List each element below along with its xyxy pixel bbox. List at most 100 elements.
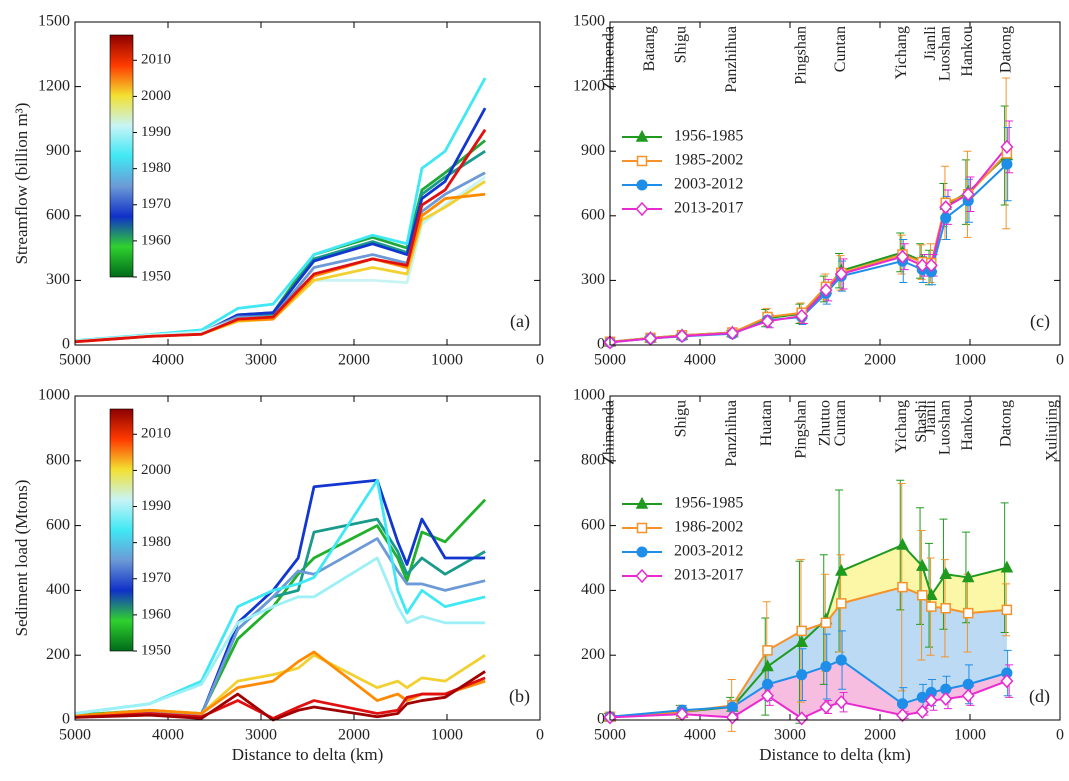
marker bbox=[1000, 674, 1014, 689]
y-tick-label: 1500 bbox=[38, 13, 70, 30]
marker bbox=[1000, 139, 1014, 155]
marker bbox=[834, 695, 848, 710]
marker bbox=[924, 693, 938, 708]
marker bbox=[835, 563, 848, 576]
y-tick-label: 200 bbox=[46, 646, 70, 663]
x-tick-label: 1000 bbox=[431, 352, 463, 369]
x-tick-label: 1000 bbox=[954, 727, 986, 744]
x-tick-label: 5000 bbox=[594, 727, 626, 744]
marker bbox=[760, 314, 775, 329]
x-tick-label: 1000 bbox=[954, 352, 986, 369]
station-label: Zhimenda bbox=[601, 400, 618, 465]
marker bbox=[796, 669, 808, 681]
station-label: Shashi bbox=[913, 399, 930, 442]
marker bbox=[895, 708, 910, 723]
series-line bbox=[609, 152, 1008, 343]
marker bbox=[1001, 158, 1013, 170]
station-label: Cuntan bbox=[832, 26, 849, 72]
station-label: Yichang bbox=[893, 400, 910, 453]
x-tick-label: 0 bbox=[1056, 727, 1064, 744]
station-label: Hankou bbox=[959, 400, 976, 451]
marker bbox=[636, 155, 648, 167]
station-label: Jianli bbox=[922, 399, 939, 434]
y-tick-label: 1200 bbox=[38, 77, 70, 94]
legend-label: 1986-2002 bbox=[674, 519, 743, 536]
marker bbox=[835, 654, 847, 666]
y-tick-label: 400 bbox=[581, 581, 605, 598]
marker bbox=[761, 678, 774, 690]
marker bbox=[961, 688, 975, 703]
series-line bbox=[74, 670, 486, 722]
marker bbox=[961, 570, 975, 583]
station-label: Zhutuo bbox=[817, 400, 834, 446]
x-tick-label: 0 bbox=[1056, 352, 1064, 369]
colorbar-tick-label: 1990 bbox=[141, 124, 171, 140]
y-tick-label: 600 bbox=[581, 206, 605, 223]
marker bbox=[762, 645, 773, 656]
y-tick-label: 800 bbox=[46, 451, 70, 468]
colorbar-tick-label: 1960 bbox=[141, 606, 171, 622]
station-label: Xuliujing bbox=[1043, 400, 1060, 461]
marker bbox=[1000, 560, 1014, 573]
station-label: Shigu bbox=[673, 400, 690, 437]
series-line bbox=[74, 478, 486, 715]
marker bbox=[820, 617, 832, 629]
x-tick-label: 5000 bbox=[59, 727, 91, 744]
marker bbox=[915, 704, 929, 720]
colorbar-tick-label: 1970 bbox=[141, 570, 171, 586]
colorbar bbox=[109, 34, 134, 278]
y-tick-label: 300 bbox=[581, 271, 605, 288]
marker bbox=[795, 635, 808, 647]
marker bbox=[795, 308, 809, 324]
marker bbox=[636, 179, 648, 191]
plot-frame bbox=[74, 21, 541, 346]
marker bbox=[636, 522, 648, 534]
station-label: Pingshan bbox=[792, 400, 809, 459]
band-fill bbox=[610, 587, 1007, 717]
station-label: Panzhihua bbox=[723, 400, 740, 467]
station-label: Cuntan bbox=[832, 400, 849, 446]
x-tick-label: 0 bbox=[536, 352, 544, 369]
series-line bbox=[609, 163, 1008, 344]
x-tick-label: 1000 bbox=[431, 727, 463, 744]
legend-label: 1956-1985 bbox=[674, 495, 743, 512]
series-line bbox=[74, 192, 486, 344]
x-tick-label: 3000 bbox=[245, 727, 277, 744]
colorbar-tick-label: 1960 bbox=[141, 232, 171, 248]
station-label: Panzhihua bbox=[723, 26, 740, 93]
station-label: Jianli bbox=[922, 25, 939, 60]
series-line bbox=[74, 128, 487, 344]
marker bbox=[917, 590, 928, 601]
panel-label: (b) bbox=[509, 686, 530, 707]
legend-label: 2013-2017 bbox=[674, 567, 743, 584]
colorbar-tick-label: 1970 bbox=[141, 196, 171, 212]
y-tick-label: 1000 bbox=[573, 387, 605, 404]
series-line bbox=[74, 498, 487, 717]
panel-label: (c) bbox=[1030, 311, 1050, 332]
panel: 0 300 600 900 1200 1500 5000 4000 3000 2000 1000 0 (… bbox=[12, 13, 544, 369]
marker bbox=[635, 129, 649, 142]
panel: 0 200 400 600 800 1000 5000 4000 3000 2000 1000 0 Zh… bbox=[573, 387, 1064, 764]
x-tick-label: 4000 bbox=[152, 352, 184, 369]
marker bbox=[820, 660, 832, 673]
marker bbox=[834, 266, 848, 282]
colorbar-tick-label: 2010 bbox=[141, 426, 171, 442]
panel: 0 300 600 900 1200 1500 5000 4000 3000 2000 1000 0 Z… bbox=[573, 13, 1064, 369]
x-tick-label: 0 bbox=[536, 727, 544, 744]
marker bbox=[636, 546, 648, 558]
legend-label: 1956-1985 bbox=[674, 128, 743, 145]
marker bbox=[897, 581, 908, 593]
legend-label: 1985-2002 bbox=[674, 152, 743, 169]
y-axis-label: Streamflow (billion m³) bbox=[12, 103, 31, 265]
series-line bbox=[74, 537, 486, 719]
marker bbox=[940, 602, 951, 614]
x-tick-label: 2000 bbox=[338, 352, 370, 369]
marker bbox=[896, 537, 909, 550]
panel-label: (a) bbox=[510, 311, 530, 332]
station-label: Batang bbox=[641, 26, 658, 71]
marker bbox=[635, 201, 649, 217]
marker bbox=[939, 200, 953, 215]
y-tick-label: 300 bbox=[46, 271, 70, 288]
y-tick-label: 600 bbox=[46, 516, 70, 533]
